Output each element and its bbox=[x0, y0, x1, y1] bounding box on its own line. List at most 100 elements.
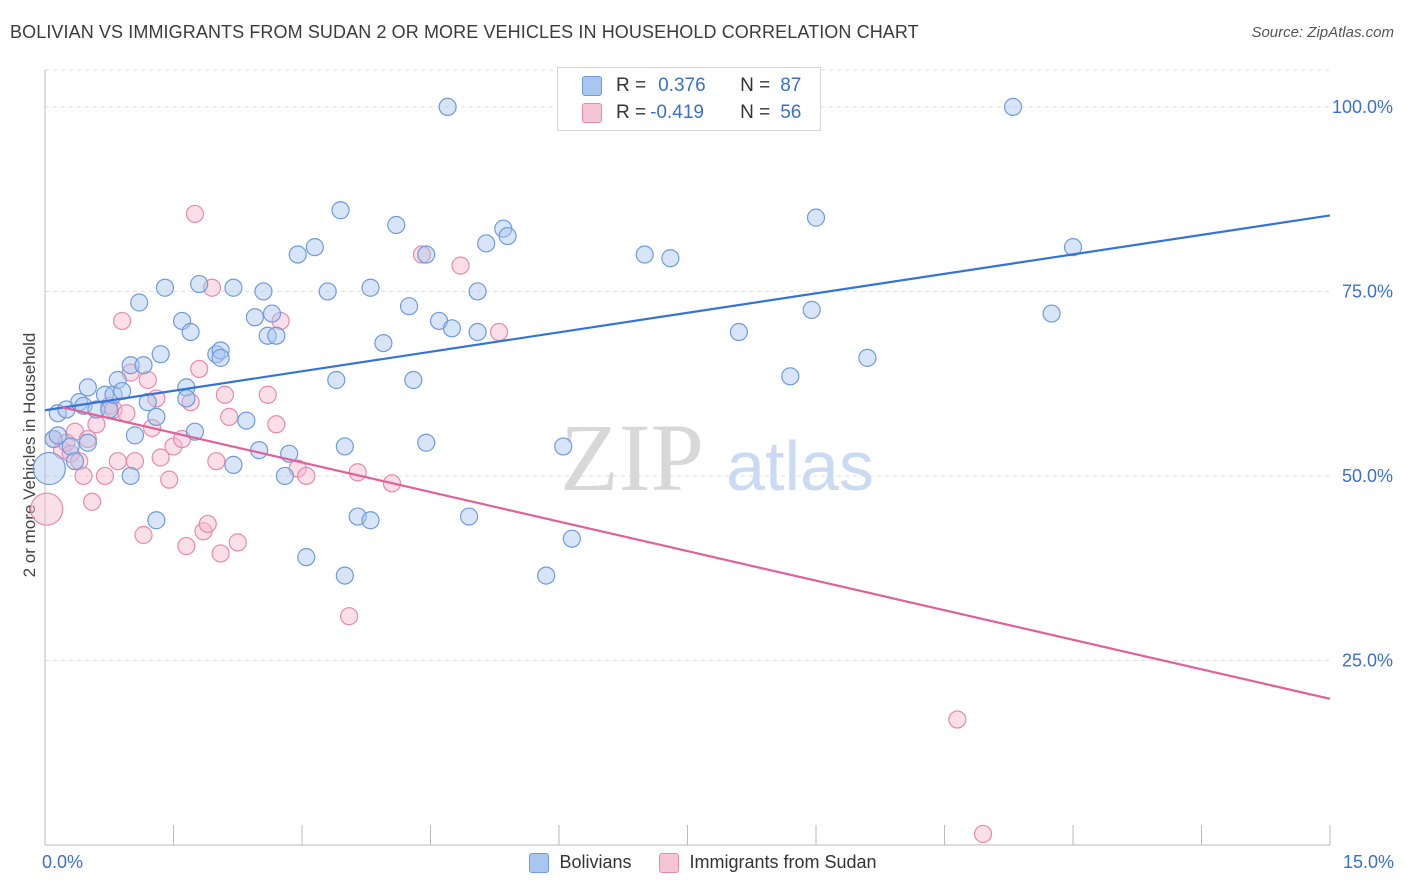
sudan-point bbox=[138, 370, 157, 390]
sudan-point bbox=[160, 470, 179, 489]
bolivian-point bbox=[245, 308, 264, 327]
sudan-point bbox=[340, 607, 359, 626]
gridlines bbox=[45, 69, 1330, 661]
n-value: 56 bbox=[780, 102, 802, 123]
bolivian-point bbox=[254, 282, 273, 301]
bolivian-point bbox=[417, 245, 436, 264]
sudan-point bbox=[348, 463, 367, 482]
bolivian-point bbox=[438, 97, 457, 117]
bolivian-point bbox=[399, 297, 419, 316]
bolivian-point bbox=[267, 326, 286, 345]
bolivian-point bbox=[297, 548, 316, 567]
legend-item-bolivians: Bolivians bbox=[529, 852, 631, 873]
bolivian-point bbox=[151, 345, 170, 364]
source-label: Source: ZipAtlas.com bbox=[1251, 24, 1394, 41]
bolivian-point bbox=[288, 245, 307, 264]
bolivian-point bbox=[61, 437, 80, 456]
sudan-point bbox=[451, 256, 470, 275]
bolivian-point bbox=[327, 370, 346, 390]
bolivian-point bbox=[1003, 97, 1023, 117]
bolivian-point bbox=[404, 370, 423, 390]
bolivian-point bbox=[48, 426, 67, 445]
bolivian-point bbox=[374, 333, 393, 353]
legend-row-bolivians: R = 0.376 N = 87 bbox=[582, 74, 801, 98]
sudan-point bbox=[190, 359, 209, 379]
sudan-point bbox=[70, 452, 89, 471]
series-immigrants-from-sudan-points bbox=[30, 204, 993, 844]
x-tick-label-max: 15.0% bbox=[1342, 852, 1394, 872]
r-label: R = bbox=[616, 75, 647, 96]
bolivian-point bbox=[335, 566, 354, 585]
chart-title: BOLIVIAN VS IMMIGRANTS FROM SUDAN 2 OR M… bbox=[10, 22, 919, 42]
legend-row-sudan: R = -0.419 N = 56 bbox=[582, 101, 801, 125]
legend-label-bolivians: Bolivians bbox=[559, 852, 632, 872]
sudan-point bbox=[198, 514, 217, 534]
bolivian-point bbox=[361, 511, 380, 530]
bolivian-point bbox=[318, 282, 337, 301]
bolivian-point bbox=[262, 304, 282, 323]
bolivian-point bbox=[211, 348, 230, 367]
y-tick-label: 50.0% bbox=[1342, 466, 1393, 486]
bolivian-point bbox=[537, 566, 556, 585]
sudan-point bbox=[125, 452, 145, 471]
bolivian-point bbox=[468, 282, 487, 301]
y-tick-label: 25.0% bbox=[1342, 650, 1393, 670]
bolivian-point bbox=[554, 437, 573, 456]
bolivian-point bbox=[147, 407, 166, 427]
bolivian-point bbox=[361, 278, 380, 297]
legend-swatch-blue bbox=[582, 76, 602, 96]
watermark: ZIP atlas bbox=[560, 404, 874, 511]
sudan-point bbox=[211, 544, 230, 563]
bolivian-point bbox=[130, 293, 149, 312]
bolivian-point bbox=[190, 274, 209, 294]
n-label: N = bbox=[740, 75, 771, 96]
series-legend: Bolivians Immigrants from Sudan bbox=[0, 852, 1406, 873]
bolivian-point bbox=[224, 278, 243, 297]
bolivian-point bbox=[806, 208, 826, 227]
bolivian-point bbox=[498, 226, 517, 246]
r-label: R = bbox=[616, 102, 647, 123]
sudan-point bbox=[95, 466, 115, 486]
bolivian-point bbox=[32, 451, 66, 486]
bolivian-point bbox=[78, 378, 97, 397]
bolivian-point bbox=[305, 238, 324, 257]
bolivian-point bbox=[224, 455, 243, 474]
sudan-point bbox=[83, 492, 102, 511]
y-tick-labels: 25.0% 50.0% 75.0% 100.0% bbox=[1332, 97, 1393, 671]
bolivian-point bbox=[108, 370, 127, 390]
legend-item-sudan: Immigrants from Sudan bbox=[659, 852, 877, 873]
correlation-legend: R = 0.376 N = 87 R = -0.419 N = 56 bbox=[557, 67, 821, 131]
sudan-point bbox=[185, 204, 205, 224]
sudan-point bbox=[948, 710, 967, 729]
sudan-point bbox=[489, 322, 509, 342]
bolivian-point bbox=[477, 234, 496, 253]
bolivian-point bbox=[1042, 304, 1061, 323]
sudan-point bbox=[134, 525, 153, 545]
sudan-point bbox=[117, 404, 136, 423]
sudan-point bbox=[267, 415, 286, 434]
sudan-point bbox=[220, 407, 239, 427]
bolivian-point bbox=[121, 356, 140, 375]
bolivian-point bbox=[442, 319, 462, 338]
sudan-point bbox=[108, 452, 127, 471]
bolivian-point bbox=[250, 441, 269, 460]
bolivian-point bbox=[417, 433, 436, 452]
legend-swatch-pink bbox=[582, 103, 602, 123]
bolivian-point bbox=[134, 356, 153, 375]
bolivian-point bbox=[121, 466, 140, 486]
trend-lines bbox=[44, 214, 1331, 700]
bolivian-point bbox=[1063, 238, 1083, 257]
r-value: 0.376 bbox=[658, 75, 706, 96]
bolivian-point bbox=[387, 215, 406, 235]
sudan-trend-line bbox=[61, 406, 1331, 700]
sudan-point bbox=[30, 492, 64, 526]
bolivian-point bbox=[562, 529, 581, 548]
bolivian-point bbox=[459, 507, 479, 526]
bolivian-point bbox=[729, 322, 749, 342]
x-tick-label-min: 0.0% bbox=[42, 852, 84, 872]
bolivian-point bbox=[468, 322, 487, 342]
bolivian-point bbox=[78, 433, 97, 452]
legend-label-sudan: Immigrants from Sudan bbox=[689, 852, 877, 872]
sudan-point bbox=[973, 824, 993, 844]
n-label: N = bbox=[740, 102, 771, 123]
